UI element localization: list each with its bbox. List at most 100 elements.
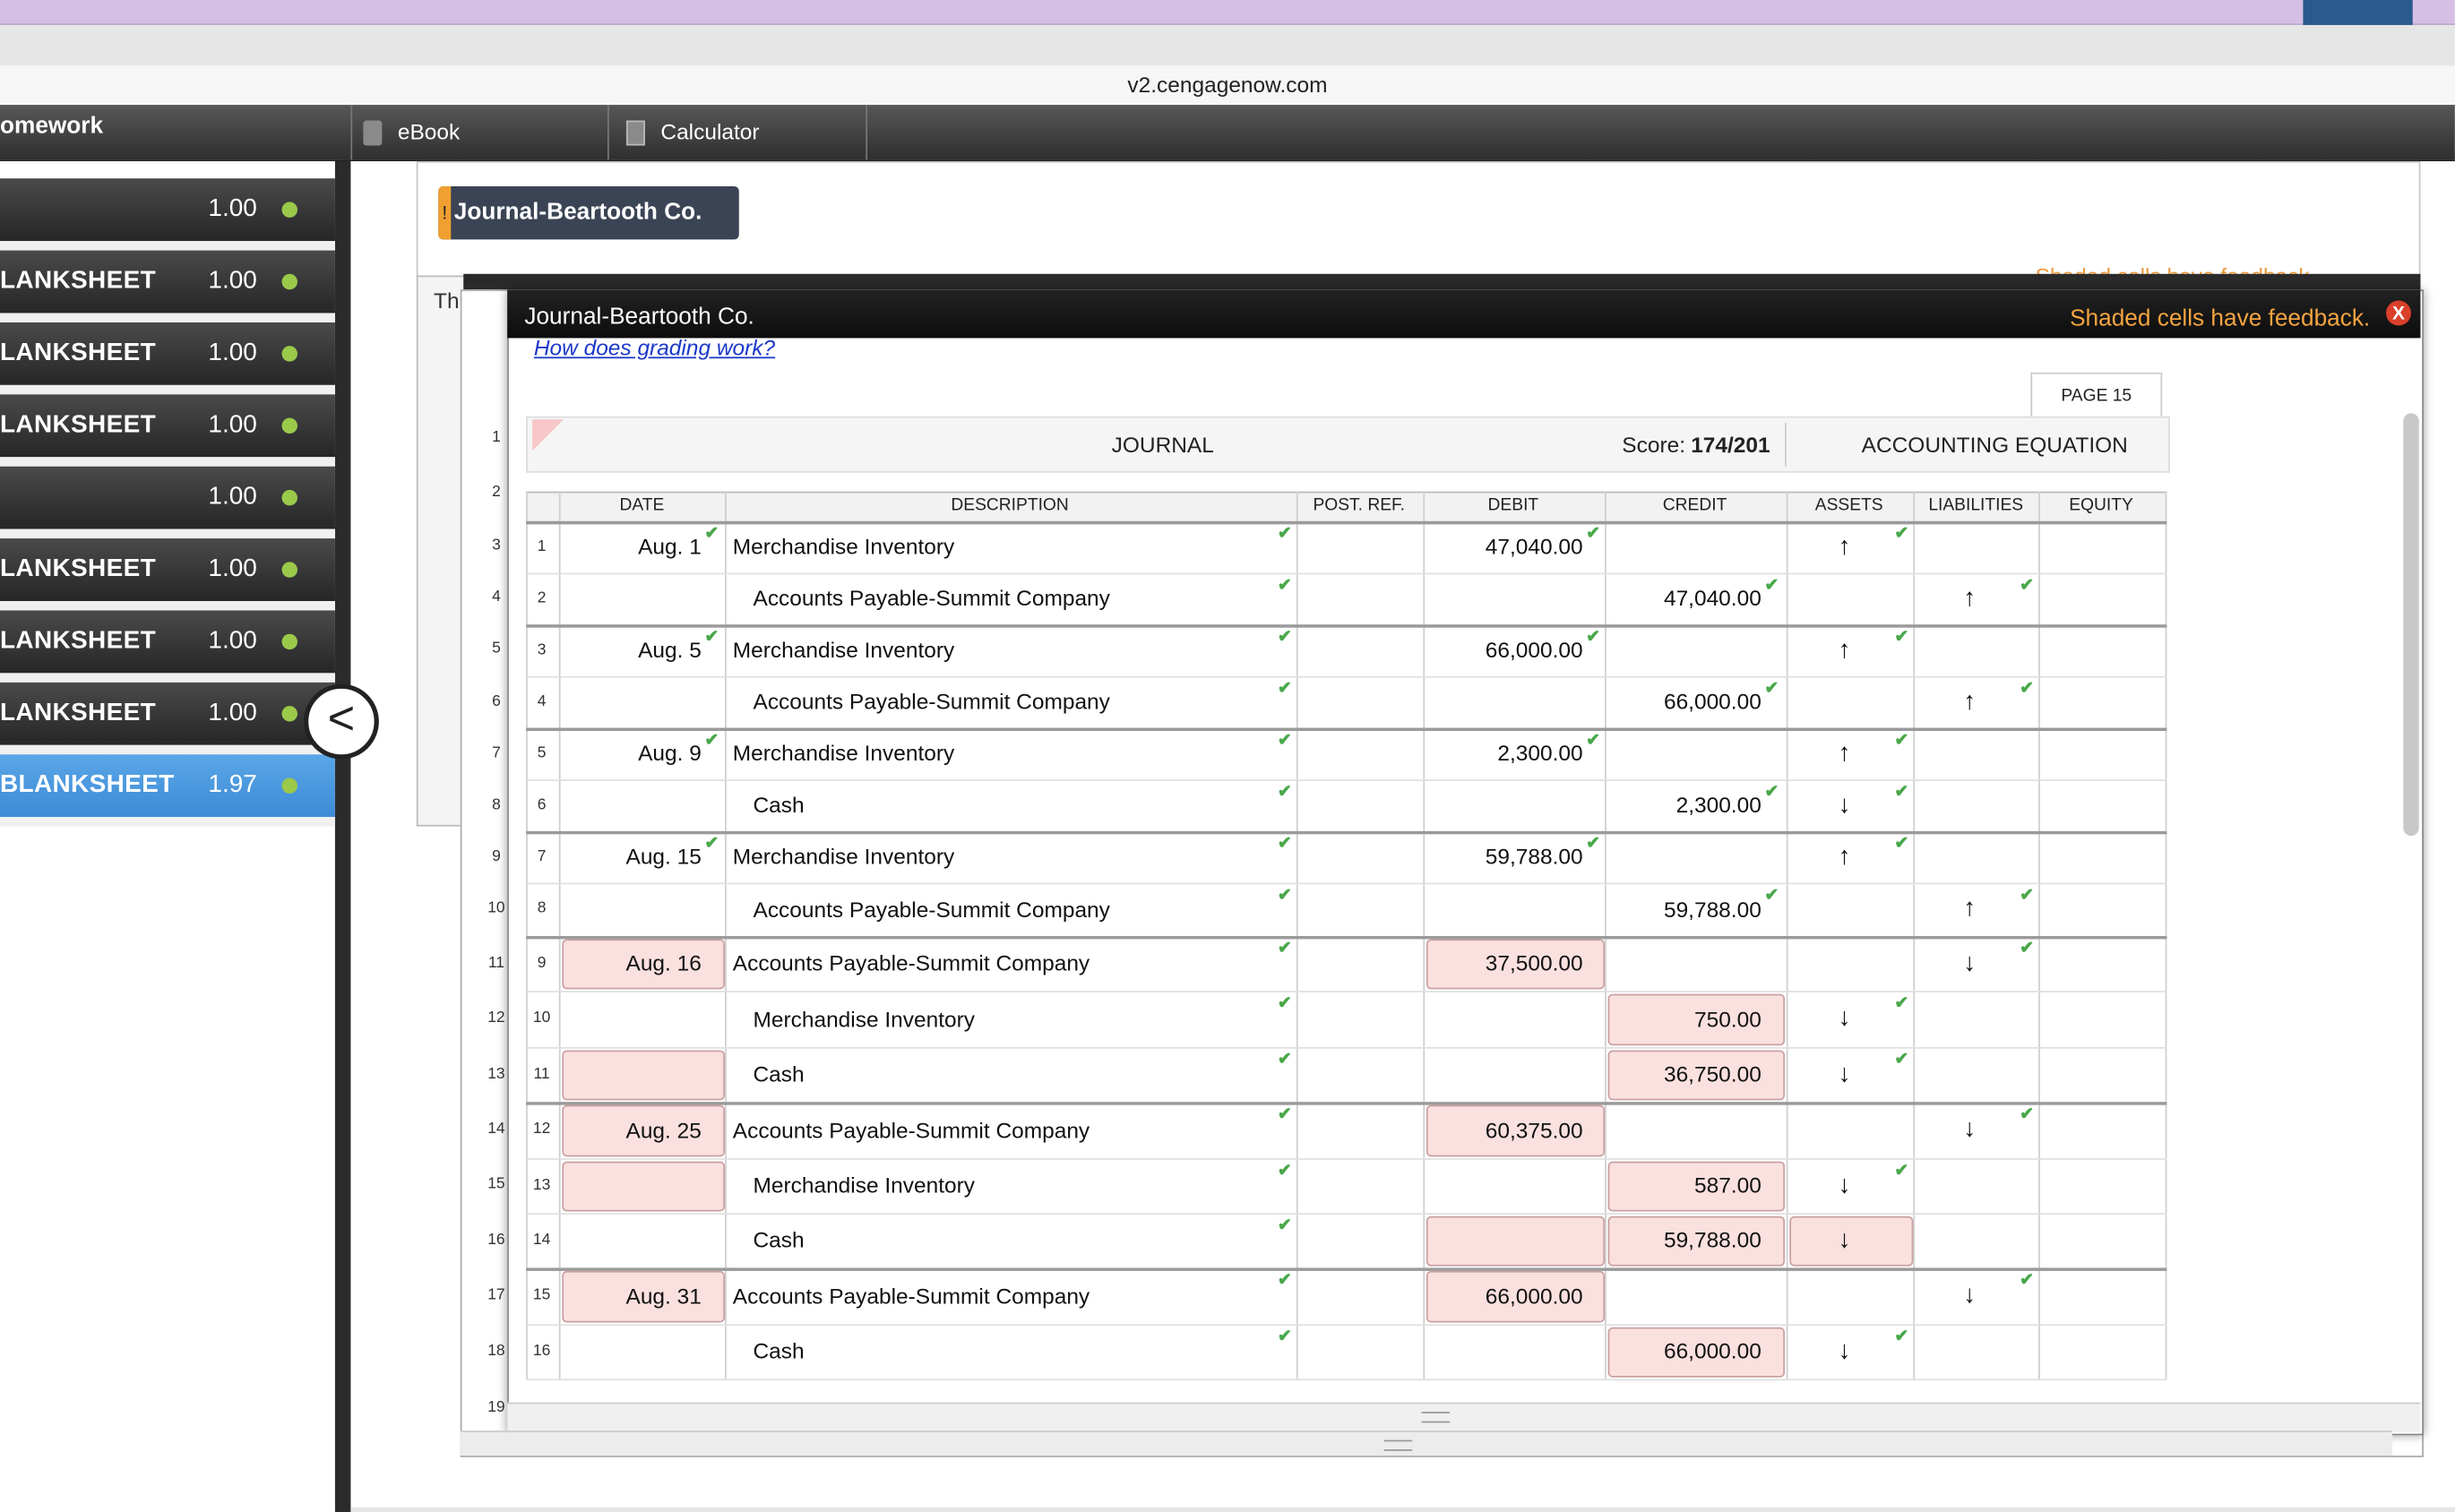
assets-arrow-icon[interactable]: ↑ [1838,740,1851,768]
close-icon[interactable]: X [2386,300,2411,326]
sheet-resize-bar[interactable] [460,1430,2393,1456]
sidebar-item[interactable]: LANKSHEET 1.00 [0,610,335,683]
grid-row-line [526,1379,2167,1381]
sidebar-item-label: LANKSHEET [0,267,157,295]
date-cell[interactable]: Aug. 1 [638,533,702,559]
shaded-feedback-cell[interactable] [562,939,726,990]
sidebar-item[interactable]: LANKSHEET 1.00 [0,322,335,395]
assets-arrow-icon[interactable]: ↓ [1838,1004,1851,1032]
assets-arrow-icon[interactable]: ↓ [1838,1061,1851,1088]
vertical-scrollbar[interactable] [2403,413,2419,837]
description-cell[interactable]: Merchandise Inventory [732,533,955,559]
shaded-feedback-cell[interactable] [1789,1216,1914,1267]
description-cell[interactable]: Accounts Payable-Summit Company [732,1283,1090,1309]
debit-cell[interactable]: 2,300.00 [1497,740,1583,766]
assets-arrow-icon[interactable]: ↓ [1838,1172,1851,1199]
grading-help-link[interactable]: How does grading work? [533,334,776,360]
credit-cell[interactable]: 66,000.00 [1663,1338,1762,1363]
credit-cell[interactable]: 59,788.00 [1663,1226,1762,1252]
assets-arrow-icon[interactable]: ↓ [1838,792,1851,819]
assets-arrow-icon[interactable]: ↓ [1838,1338,1851,1365]
debit-cell[interactable]: 47,040.00 [1485,533,1583,559]
sidebar-item[interactable]: LANKSHEET 1.00 [0,250,335,322]
resize-grip-icon[interactable] [1421,1412,1451,1423]
date-cell[interactable]: Aug. 16 [625,949,702,975]
assets-arrow-icon[interactable]: ↑ [1838,533,1851,561]
sidebar-item[interactable]: LANKSHEET 1.00 [0,538,335,611]
credit-cell[interactable]: 59,788.00 [1663,897,1762,923]
shaded-feedback-cell[interactable] [1426,1216,1606,1267]
collapse-sidebar-button[interactable]: < [303,683,379,760]
debit-cell[interactable]: 66,000.00 [1485,637,1583,663]
shaded-feedback-cell[interactable] [1607,993,1786,1046]
date-cell[interactable]: Aug. 25 [625,1117,702,1143]
modal-resize-bar[interactable] [507,1402,2421,1432]
shaded-feedback-cell[interactable] [1426,939,1606,990]
description-cell[interactable]: Accounts Payable-Summit Company [753,585,1110,611]
debit-cell[interactable]: 60,375.00 [1485,1117,1583,1143]
debit-cell[interactable]: 59,788.00 [1485,843,1583,869]
description-cell[interactable]: Accounts Payable-Summit Company [753,688,1110,714]
date-cell[interactable]: Aug. 15 [625,843,702,869]
shaded-feedback-cell[interactable] [1426,1104,1606,1157]
description-cell[interactable]: Cash [753,1226,805,1252]
sidebar-item[interactable]: LANKSHEET 1.00 [0,394,335,467]
description-cell[interactable]: Accounts Payable-Summit Company [732,1117,1090,1143]
col-liabilities: LIABILITIES [1928,495,2024,515]
description-cell[interactable]: Merchandise Inventory [753,1172,976,1198]
shaded-feedback-cell[interactable] [1426,1270,1606,1323]
shaded-feedback-cell[interactable] [562,1104,726,1157]
description-cell[interactable]: Merchandise Inventory [753,1006,976,1032]
sidebar-item[interactable]: 1.00 [0,178,335,251]
shaded-feedback-cell[interactable] [562,1161,726,1212]
description-cell[interactable]: Cash [753,792,805,818]
shaded-feedback-cell[interactable] [1607,1161,1786,1212]
debit-cell[interactable]: 37,500.00 [1485,949,1583,975]
sidebar-item[interactable]: BLANKSHEET 1.97 [0,754,335,827]
liabilities-arrow-icon[interactable]: ↑ [1963,585,1977,613]
address-bar[interactable]: v2.cengagenow.com [0,65,2455,107]
shaded-feedback-cell[interactable] [1607,1050,1786,1101]
description-cell[interactable]: Merchandise Inventory [732,740,955,766]
check-icon: ✔ [1586,627,1601,647]
sidebar-item[interactable]: 1.00 [0,466,335,539]
credit-cell[interactable]: 750.00 [1693,1006,1762,1032]
liabilities-arrow-icon[interactable]: ↑ [1963,688,1977,716]
shaded-feedback-cell[interactable] [562,1270,726,1323]
resize-grip-icon[interactable] [1383,1439,1413,1451]
liabilities-arrow-icon[interactable]: ↑ [1963,895,1977,923]
assets-arrow-icon[interactable]: ↑ [1838,637,1851,664]
tab-journal-beartooth[interactable]: Journal-Beartooth Co. [438,185,739,240]
liabilities-arrow-icon[interactable]: ↓ [1963,1282,1977,1309]
grid-row-line [526,1047,2167,1049]
date-cell[interactable]: Aug. 9 [638,740,702,766]
date-cell[interactable]: Aug. 31 [625,1283,702,1309]
credit-cell[interactable]: 47,040.00 [1663,585,1762,611]
description-cell[interactable]: Merchandise Inventory [732,637,955,663]
ebook-button[interactable]: eBook [363,105,598,159]
credit-cell[interactable]: 2,300.00 [1675,792,1762,818]
credit-cell[interactable]: 66,000.00 [1663,688,1762,714]
assets-arrow-icon[interactable]: ↑ [1838,843,1851,871]
shaded-feedback-cell[interactable] [1607,1327,1786,1378]
credit-cell[interactable]: 587.00 [1693,1172,1762,1198]
sheet-row-number: 16 [487,1232,505,1250]
sidebar-item-score: 1.00 [208,411,257,439]
sheet-row-number: 17 [487,1286,505,1304]
date-cell[interactable]: Aug. 5 [638,637,702,663]
debit-cell[interactable]: 66,000.00 [1485,1283,1583,1309]
sidebar-item[interactable]: LANKSHEET 1.00 [0,682,335,755]
description-cell[interactable]: Accounts Payable-Summit Company [732,949,1090,975]
description-cell[interactable]: Merchandise Inventory [732,843,955,869]
credit-cell[interactable]: 36,750.00 [1663,1061,1762,1087]
description-cell[interactable]: Accounts Payable-Summit Company [753,897,1110,923]
shaded-feedback-cell[interactable] [562,1050,726,1101]
browser-tab-strip [0,24,2455,66]
shaded-feedback-cell[interactable] [1607,1216,1786,1267]
liabilities-arrow-icon[interactable]: ↓ [1963,949,1977,977]
calculator-button[interactable]: Calculator [625,105,861,159]
liabilities-arrow-icon[interactable]: ↓ [1963,1115,1977,1143]
assets-arrow-icon[interactable]: ↓ [1838,1226,1851,1254]
description-cell[interactable]: Cash [753,1338,805,1363]
description-cell[interactable]: Cash [753,1061,805,1087]
